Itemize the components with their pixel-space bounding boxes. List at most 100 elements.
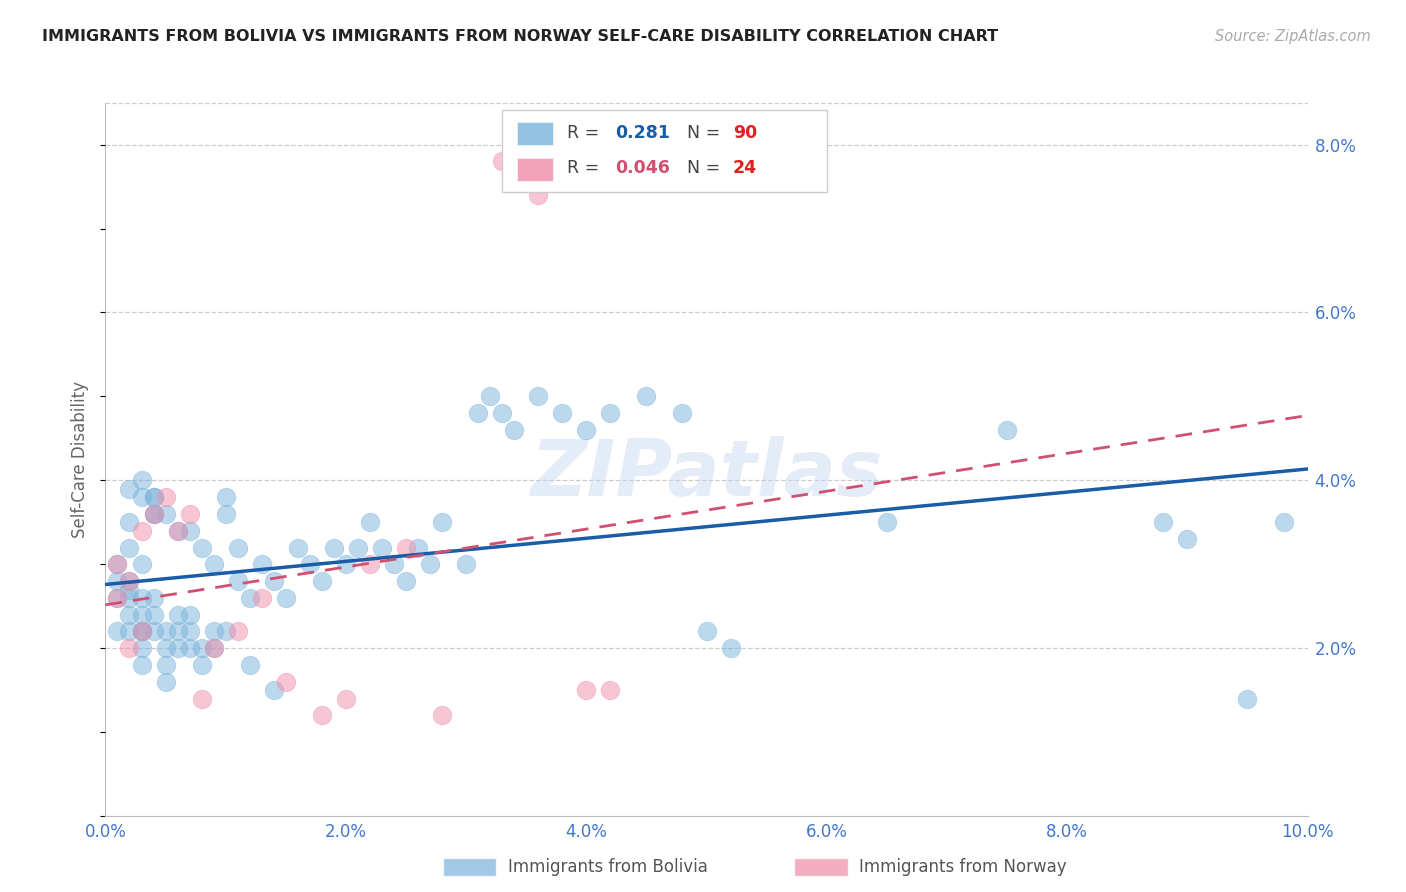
Point: [274, 591, 297, 605]
Point: [107, 591, 129, 605]
Text: N =: N =: [688, 124, 725, 142]
Text: R =: R =: [567, 160, 605, 178]
Text: 90: 90: [733, 124, 758, 142]
Point: [371, 541, 394, 555]
Point: [118, 624, 141, 639]
Point: [406, 541, 429, 555]
Point: [142, 591, 165, 605]
Point: [118, 574, 141, 588]
Point: [202, 558, 225, 572]
Point: [118, 641, 141, 656]
Point: [1272, 516, 1295, 530]
Point: [166, 524, 188, 538]
Point: [274, 674, 297, 689]
Point: [491, 406, 513, 420]
Point: [179, 641, 201, 656]
Point: [479, 389, 502, 403]
Point: [395, 541, 418, 555]
Point: [142, 607, 165, 622]
Point: [214, 490, 236, 504]
Point: [202, 641, 225, 656]
Point: [166, 524, 188, 538]
Point: [226, 624, 249, 639]
Point: [636, 389, 658, 403]
Point: [202, 624, 225, 639]
Point: [142, 624, 165, 639]
Point: [142, 490, 165, 504]
Y-axis label: Self-Care Disability: Self-Care Disability: [72, 381, 90, 538]
Point: [335, 691, 357, 706]
Point: [395, 574, 418, 588]
FancyBboxPatch shape: [502, 110, 827, 192]
Text: 24: 24: [733, 160, 756, 178]
Point: [1236, 691, 1258, 706]
Point: [142, 490, 165, 504]
Point: [155, 507, 177, 521]
Text: Source: ZipAtlas.com: Source: ZipAtlas.com: [1215, 29, 1371, 44]
Point: [118, 607, 141, 622]
Point: [430, 516, 453, 530]
Point: [287, 541, 309, 555]
Point: [298, 558, 321, 572]
Point: [214, 507, 236, 521]
Point: [359, 516, 381, 530]
Point: [118, 574, 141, 588]
Point: [454, 558, 477, 572]
Point: [155, 490, 177, 504]
Point: [142, 507, 165, 521]
Point: [107, 624, 129, 639]
Point: [155, 658, 177, 673]
FancyBboxPatch shape: [516, 158, 553, 181]
Point: [142, 507, 165, 521]
Point: [575, 683, 598, 698]
Point: [131, 490, 153, 504]
Point: [1152, 516, 1174, 530]
Point: [671, 406, 693, 420]
Point: [696, 624, 718, 639]
Point: [599, 406, 621, 420]
Point: [118, 516, 141, 530]
Text: IMMIGRANTS FROM BOLIVIA VS IMMIGRANTS FROM NORWAY SELF-CARE DISABILITY CORRELATI: IMMIGRANTS FROM BOLIVIA VS IMMIGRANTS FR…: [42, 29, 998, 44]
Point: [720, 641, 742, 656]
Point: [347, 541, 370, 555]
Point: [166, 641, 188, 656]
Point: [239, 591, 262, 605]
Point: [166, 624, 188, 639]
Point: [190, 541, 212, 555]
Point: [131, 624, 153, 639]
Point: [382, 558, 405, 572]
Point: [311, 708, 333, 723]
Point: [190, 641, 212, 656]
Point: [190, 658, 212, 673]
Point: [179, 607, 201, 622]
Text: ZIPatlas: ZIPatlas: [530, 435, 883, 512]
Point: [527, 188, 550, 202]
Point: [107, 558, 129, 572]
Point: [118, 482, 141, 496]
Point: [118, 591, 141, 605]
Point: [107, 574, 129, 588]
Text: Immigrants from Norway: Immigrants from Norway: [859, 858, 1067, 876]
Point: [575, 423, 598, 437]
Point: [107, 558, 129, 572]
Point: [155, 674, 177, 689]
Point: [155, 641, 177, 656]
Point: [166, 607, 188, 622]
Point: [876, 516, 898, 530]
Point: [131, 624, 153, 639]
Point: [503, 423, 526, 437]
Point: [131, 591, 153, 605]
Point: [142, 507, 165, 521]
Point: [214, 624, 236, 639]
Point: [430, 708, 453, 723]
Point: [131, 474, 153, 488]
Point: [239, 658, 262, 673]
Point: [263, 574, 285, 588]
Point: [118, 582, 141, 597]
Point: [118, 541, 141, 555]
Point: [311, 574, 333, 588]
Point: [226, 574, 249, 588]
Point: [131, 607, 153, 622]
Text: N =: N =: [688, 160, 725, 178]
Point: [179, 624, 201, 639]
